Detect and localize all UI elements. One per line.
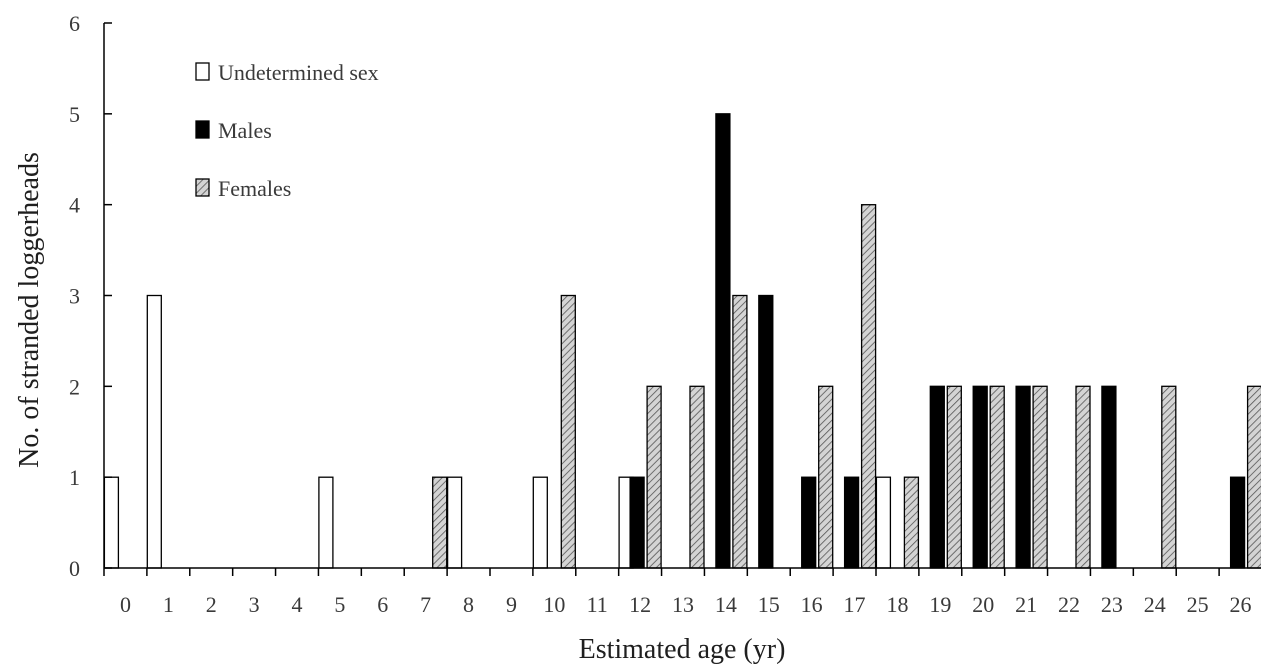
x-tick-label: 8: [463, 592, 474, 617]
legend-label-undetermined-sex: Undetermined sex: [218, 60, 379, 85]
bar-females-age-12: [646, 385, 662, 569]
x-tick-label: 9: [506, 592, 517, 617]
x-tick-label: 4: [292, 592, 303, 617]
bar-females-age-21: [1032, 385, 1048, 569]
x-tick-label: 21: [1015, 592, 1037, 617]
bar-undetermined-sex-age-0: [103, 476, 120, 569]
bar-undetermined-sex-age-8: [446, 476, 463, 569]
legend-swatch-undetermined-sex: [195, 62, 210, 81]
bar-undetermined-sex-age-10: [532, 476, 548, 569]
x-tick-label: 2: [206, 592, 217, 617]
bar-females-age-10: [560, 294, 576, 569]
x-tick-label: 19: [929, 592, 951, 617]
bar-males-age-16: [801, 476, 817, 569]
x-tick-label: 10: [543, 592, 565, 617]
bar-males-age-12: [629, 476, 645, 569]
x-tick-label: 11: [587, 592, 608, 617]
y-tick-label: 0: [69, 556, 80, 581]
x-tick-label: 25: [1187, 592, 1209, 617]
x-tick-label: 20: [972, 592, 994, 617]
x-tick-label: 0: [120, 592, 131, 617]
y-tick-label: 5: [69, 102, 80, 127]
y-tick-label: 6: [69, 11, 80, 36]
bar-females-age-24: [1161, 385, 1177, 569]
x-axis-title: Estimated age (yr): [579, 634, 786, 664]
bar-undetermined-sex-age-1: [146, 294, 162, 569]
bar-females-age-20: [989, 385, 1005, 569]
x-tick-label: 14: [715, 592, 737, 617]
bar-undetermined-sex-age-18: [875, 476, 892, 569]
x-tick-label: 22: [1058, 592, 1080, 617]
x-tick-label: 26: [1230, 592, 1252, 617]
bar-females-age-14: [732, 294, 748, 569]
x-tick-label: 13: [672, 592, 694, 617]
legend: Undetermined sex Males Females: [195, 60, 379, 201]
bar-males-age-15: [758, 294, 774, 569]
y-tick-label: 1: [69, 465, 80, 490]
bar-males-age-20: [972, 385, 988, 569]
bar-females-age-18: [903, 476, 920, 569]
bar-females-age-13: [689, 385, 705, 569]
y-tick-label: 3: [69, 284, 80, 309]
x-tick-label: 12: [629, 592, 651, 617]
legend-label-females: Females: [218, 176, 291, 201]
x-tick-label: 23: [1101, 592, 1123, 617]
x-tick-label: 16: [801, 592, 823, 617]
bar-females-age-19: [946, 385, 962, 569]
x-tick-label: 7: [420, 592, 431, 617]
y-tick-label: 2: [69, 374, 80, 399]
legend-swatch-males: [195, 120, 210, 139]
x-tick-label: 6: [377, 592, 388, 617]
legend-swatch-females: [195, 178, 210, 197]
y-tick-label: 4: [69, 193, 80, 218]
bar-males-age-23: [1101, 385, 1117, 569]
y-axis-title: No. of stranded loggerheads: [14, 152, 45, 468]
x-tick-label: 5: [334, 592, 345, 617]
x-tick-label: 17: [844, 592, 866, 617]
bar-undetermined-sex-age-5: [318, 476, 334, 569]
bar-males-age-17: [843, 476, 860, 569]
bar-males-age-21: [1015, 385, 1031, 569]
legend-label-males: Males: [218, 118, 272, 143]
x-tick-label: 18: [886, 592, 908, 617]
bar-females-age-7: [432, 476, 448, 569]
x-tick-label: 1: [163, 592, 174, 617]
bar-females-age-16: [818, 385, 834, 569]
x-tick-label: 3: [249, 592, 260, 617]
bar-females-age-26: [1246, 385, 1261, 569]
bar-males-age-26: [1229, 476, 1246, 569]
x-tick-label: 15: [758, 592, 780, 617]
axes-layer: [103, 22, 1261, 576]
bar-males-age-14: [715, 113, 731, 569]
x-tick-label: 24: [1144, 592, 1166, 617]
bar-females-age-22: [1075, 385, 1091, 569]
bar-females-age-17: [860, 204, 877, 569]
bar-males-age-19: [929, 385, 945, 569]
